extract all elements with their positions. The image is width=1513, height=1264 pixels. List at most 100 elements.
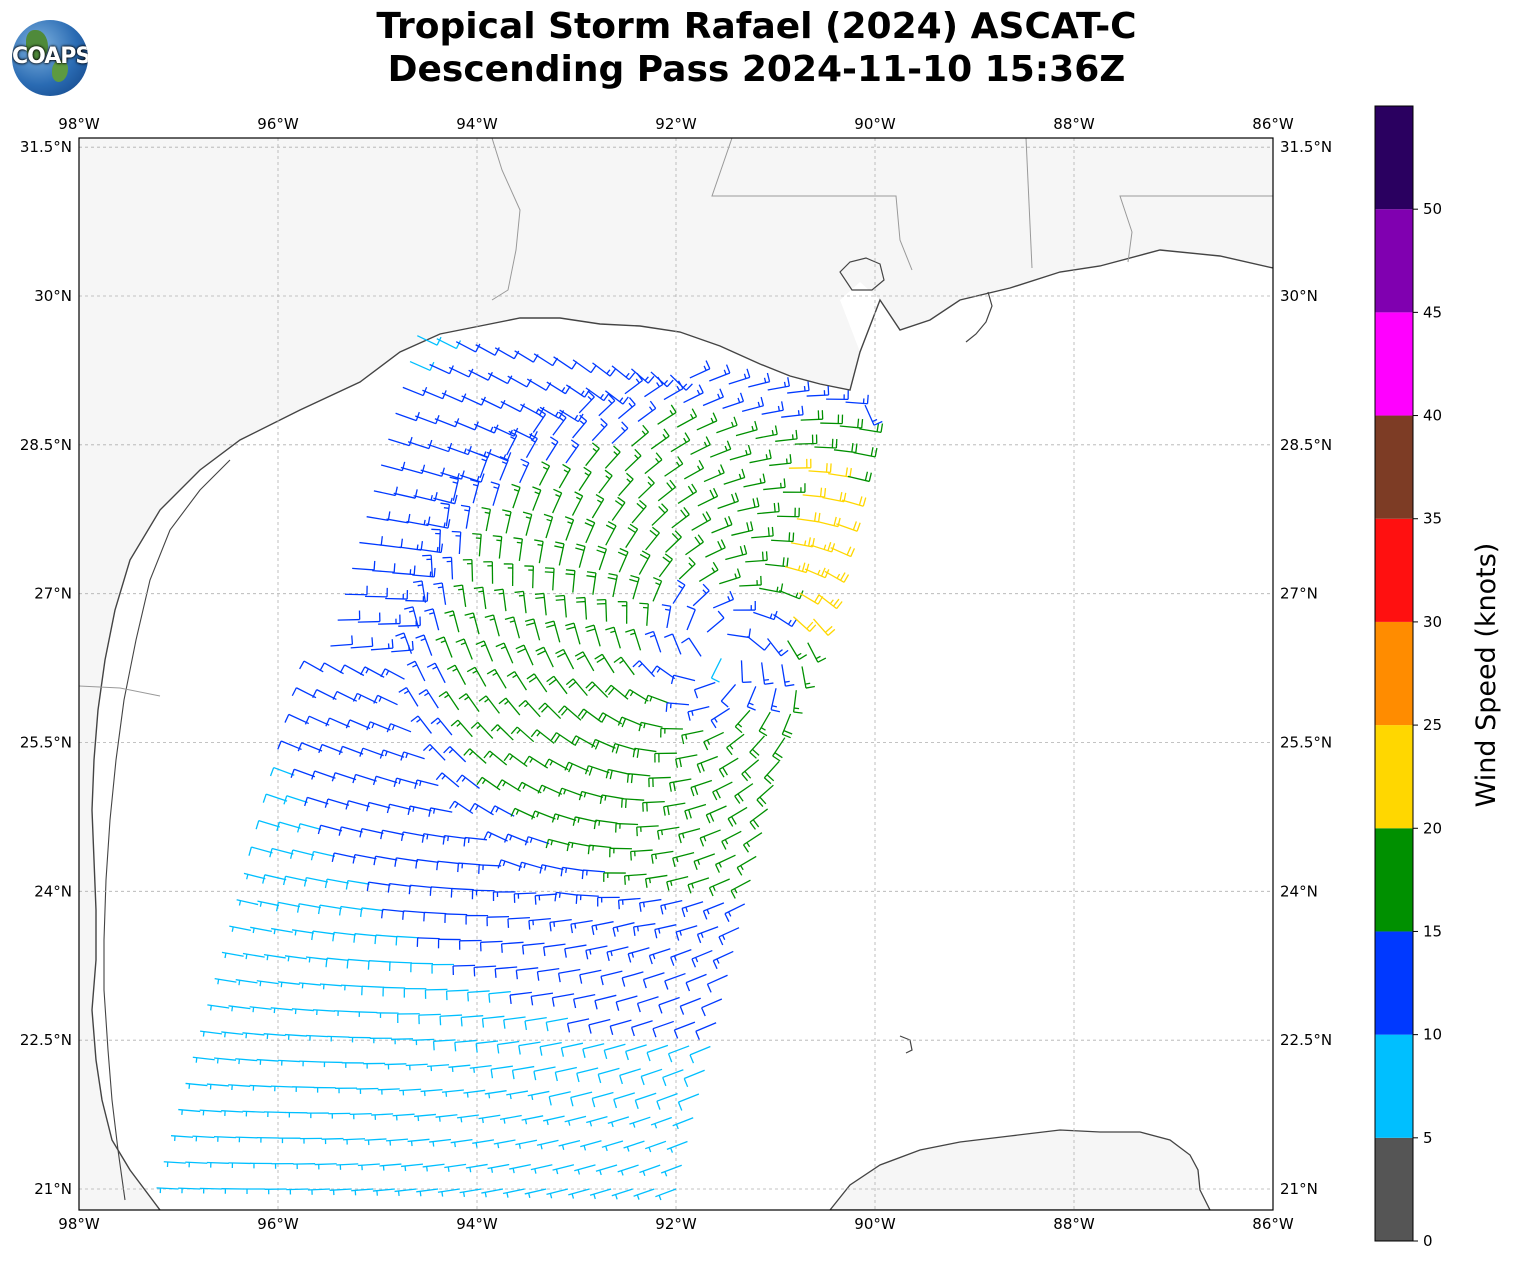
- wind-barb: [705, 805, 727, 824]
- wind-barb: [733, 601, 756, 611]
- wind-barb: [405, 1063, 428, 1071]
- wind-barb: [487, 372, 513, 385]
- wind-barb: [591, 493, 605, 519]
- wind-barb: [391, 1038, 414, 1045]
- wind-barb: [243, 872, 266, 880]
- wind-barb: [465, 914, 489, 925]
- colorbar-bin: [1375, 518, 1413, 622]
- coaps-logo: COAPS: [12, 20, 88, 96]
- wind-barb: [638, 550, 651, 575]
- wind-barb: [324, 878, 349, 889]
- wind-barb: [584, 518, 596, 544]
- wind-barb: [666, 1140, 688, 1153]
- wind-barb: [691, 949, 713, 968]
- wind-barb: [511, 1065, 535, 1080]
- wind-barb: [313, 1086, 336, 1093]
- wind-barb: [372, 775, 398, 786]
- wind-barb: [291, 687, 317, 699]
- wind-barb: [359, 536, 383, 546]
- wind-barb: [660, 900, 683, 915]
- wind-barb: [250, 926, 272, 934]
- wind-barb: [691, 511, 712, 531]
- wind-barb: [830, 546, 856, 558]
- wind-barb: [572, 414, 588, 439]
- wind-barb: [611, 1188, 633, 1200]
- wind-barb: [493, 426, 519, 437]
- wind-barb: [612, 922, 635, 937]
- wind-barb: [631, 368, 655, 384]
- wind-barb: [679, 997, 701, 1015]
- wind-barb: [595, 1164, 618, 1176]
- wind-barb: [596, 545, 608, 571]
- wind-barb: [730, 879, 751, 899]
- wind-barb: [770, 688, 781, 713]
- wind-barb: [808, 463, 832, 474]
- wind-barb: [748, 372, 771, 388]
- wind-barb: [484, 1090, 507, 1099]
- wind-barb: [681, 730, 704, 745]
- lon-label-bottom: 90°W: [854, 1215, 896, 1233]
- wind-barb: [249, 1162, 273, 1169]
- wind-barb: [427, 1064, 450, 1072]
- wind-barb: [293, 1163, 316, 1170]
- wind-barb: [385, 1138, 409, 1146]
- wind-barb: [456, 774, 480, 789]
- wind-barb: [637, 400, 657, 422]
- wind-barb: [303, 877, 328, 887]
- wind-barb: [642, 972, 665, 989]
- wind-barb: [507, 916, 530, 928]
- lon-label-top: 96°W: [257, 115, 299, 133]
- wind-barb: [646, 1044, 669, 1062]
- wind-barb: [503, 752, 528, 768]
- wind-barb: [756, 784, 774, 807]
- wind-barb: [604, 445, 621, 469]
- wind-barb: [441, 1089, 464, 1097]
- wind-barb: [670, 949, 692, 966]
- wind-barb: [572, 816, 597, 826]
- wind-barb: [370, 639, 394, 651]
- wind-barb: [814, 438, 838, 449]
- wind-barb: [325, 957, 349, 968]
- wind-barb: [546, 675, 568, 695]
- wind-barb: [794, 434, 818, 445]
- wind-barb: [421, 833, 446, 843]
- wind-barb: [818, 594, 843, 610]
- wind-barb: [703, 464, 725, 483]
- wind-barb: [578, 790, 604, 801]
- wind-barb: [740, 660, 752, 684]
- wind-barb: [352, 773, 377, 784]
- wind-barb: [632, 660, 656, 678]
- wind-barb: [807, 642, 827, 663]
- wind-barb: [455, 341, 481, 353]
- wind-barb: [810, 541, 836, 553]
- wind-barb: [478, 1114, 501, 1124]
- wind-barb: [717, 492, 739, 510]
- wind-barb: [630, 1020, 653, 1037]
- wind-barb: [669, 374, 693, 391]
- wind-barb: [623, 873, 647, 885]
- wind-barb: [510, 726, 535, 743]
- wind-barb: [416, 1188, 439, 1197]
- wind-barb: [484, 614, 500, 637]
- wind-barb: [496, 1040, 520, 1054]
- wind-barb: [380, 668, 405, 680]
- wind-barb: [372, 563, 396, 573]
- wind-barb: [387, 883, 412, 893]
- wind-barb: [800, 410, 824, 421]
- wind-barb: [506, 430, 518, 456]
- wind-barb: [665, 530, 682, 553]
- wind-barb: [489, 805, 515, 817]
- wind-barb: [382, 986, 406, 997]
- wind-barb: [767, 377, 790, 391]
- wind-barb: [597, 712, 623, 725]
- wind-barb: [554, 891, 579, 902]
- wind-barb: [761, 662, 774, 685]
- wind-barb: [422, 554, 434, 578]
- wind-barb: [513, 892, 537, 903]
- wind-barb: [705, 539, 726, 558]
- wind-barb: [392, 565, 416, 576]
- wind-barb: [634, 1092, 657, 1109]
- wind-barb: [836, 521, 861, 532]
- wind-barb: [481, 1188, 504, 1198]
- wind-barb: [306, 1034, 329, 1041]
